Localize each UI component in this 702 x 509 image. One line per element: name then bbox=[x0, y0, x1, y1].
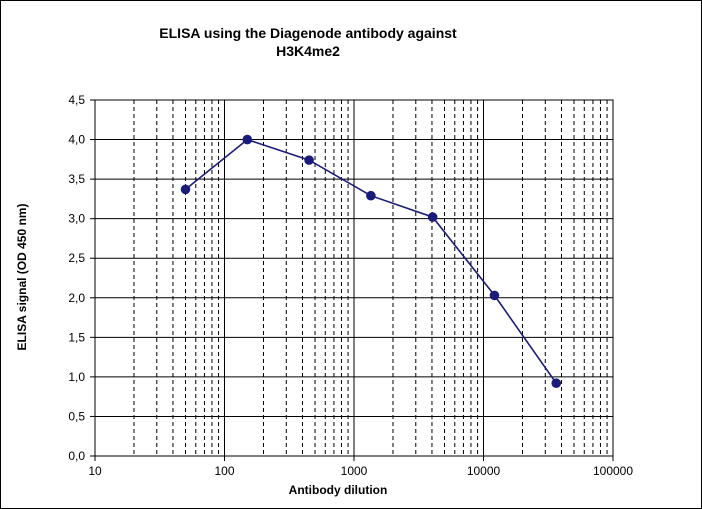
y-tick-label: 3,0 bbox=[68, 212, 85, 226]
series-line bbox=[184, 138, 557, 384]
data-point bbox=[180, 184, 191, 195]
x-axis-label: Antibody dilution bbox=[289, 483, 388, 497]
minor-gridlines bbox=[133, 100, 608, 456]
data-point bbox=[551, 378, 562, 389]
x-tick-label: 1000 bbox=[341, 464, 368, 478]
y-tick-label: 4,0 bbox=[68, 133, 85, 147]
x-tick-label: 100000 bbox=[593, 464, 633, 478]
x-tick-label: 10 bbox=[88, 464, 102, 478]
y-tick-label: 2,5 bbox=[68, 251, 85, 265]
y-axis-ticks: 0,0 0,5 1,0 1,5 2,0 2,5 3,0 3,5 4,0 4,5 bbox=[68, 93, 95, 463]
y-tick-label: 1,0 bbox=[68, 370, 85, 384]
data-point bbox=[304, 155, 314, 165]
y-tick-label: 4,5 bbox=[68, 93, 85, 107]
y-tick-label: 2,0 bbox=[68, 291, 85, 305]
x-tick-label: 10000 bbox=[467, 464, 501, 478]
y-tick-label: 0,0 bbox=[68, 449, 85, 463]
x-tick-label: 100 bbox=[214, 464, 234, 478]
chart-title-line2: H3K4me2 bbox=[276, 43, 340, 59]
x-axis-ticks: 10 100 1000 10000 100000 bbox=[88, 456, 633, 478]
data-series bbox=[180, 134, 562, 389]
y-tick-label: 1,5 bbox=[68, 330, 85, 344]
y-axis-label: ELISA signal (OD 450 nm) bbox=[15, 204, 29, 351]
data-point bbox=[242, 134, 253, 145]
data-point bbox=[366, 190, 376, 201]
data-point bbox=[489, 290, 500, 301]
y-tick-label: 0,5 bbox=[68, 409, 85, 423]
data-point bbox=[427, 212, 438, 222]
chart-title-line1: ELISA using the Diagenode antibody again… bbox=[159, 25, 457, 41]
y-tick-label: 3,5 bbox=[68, 172, 85, 186]
